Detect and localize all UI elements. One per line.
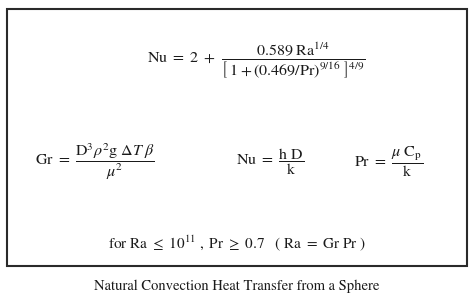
Text: Natural Convection Heat Transfer from a Sphere: Natural Convection Heat Transfer from a … <box>94 280 380 293</box>
Text: $\mathrm{for\ Ra}\ \leq\ 10^{11}\ ,\ \mathrm{Pr}\ \geq\ 0.7\quad (\ \mathrm{Ra}\: $\mathrm{for\ Ra}\ \leq\ 10^{11}\ ,\ \ma… <box>108 233 366 253</box>
Text: $\mathrm{Pr}\ =\ \dfrac{\mu\ \mathrm{C_p}}{\mathrm{k}}$: $\mathrm{Pr}\ =\ \dfrac{\mu\ \mathrm{C_p… <box>354 145 423 179</box>
Text: $\mathrm{Gr}\ =\ \dfrac{\mathrm{D}^3\rho^2\mathrm{g}\ \Delta T\ \beta}{\mu^2}$: $\mathrm{Gr}\ =\ \dfrac{\mathrm{D}^3\rho… <box>35 142 155 182</box>
Text: $\mathrm{Nu}\ =\ 2\ +\ \dfrac{0.589\ \mathrm{Ra}^{1/4}}{\left[\ 1 + (0.469/\math: $\mathrm{Nu}\ =\ 2\ +\ \dfrac{0.589\ \ma… <box>146 40 365 80</box>
Text: $\mathrm{Nu}\ =\ \dfrac{\mathrm{h\ D}}{\mathrm{k}}$: $\mathrm{Nu}\ =\ \dfrac{\mathrm{h\ D}}{\… <box>236 146 304 178</box>
